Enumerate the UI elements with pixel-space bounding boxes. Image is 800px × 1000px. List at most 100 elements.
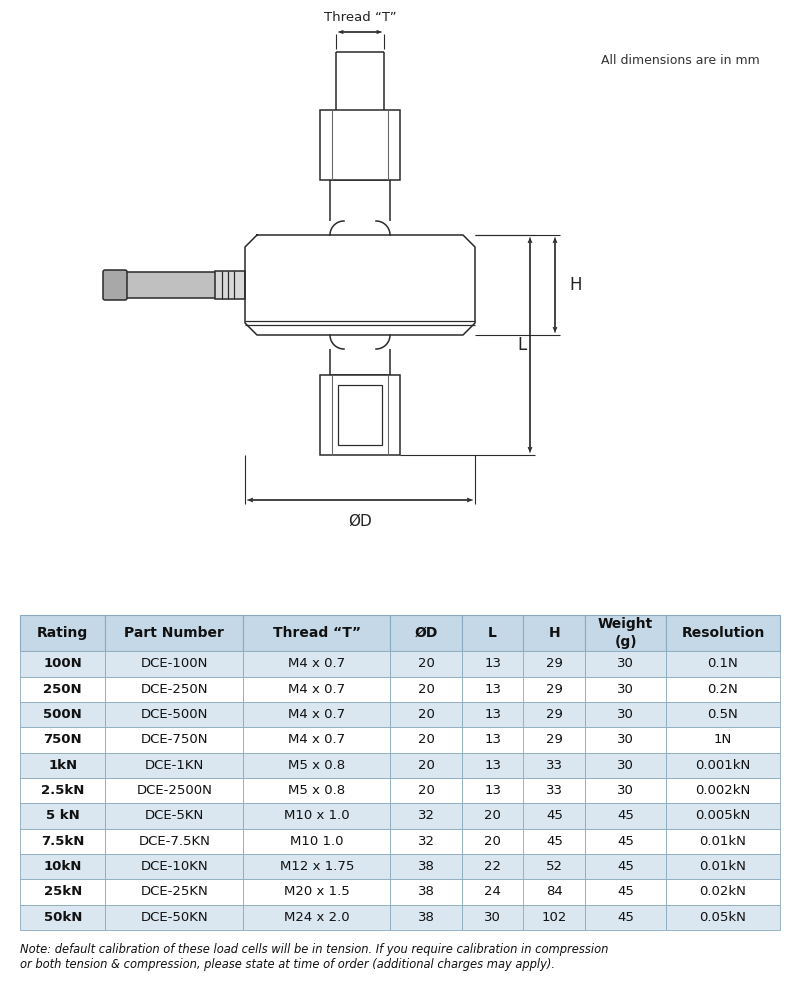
Bar	[586, 854, 666, 879]
Bar	[243, 677, 390, 702]
Text: 45: 45	[546, 809, 563, 822]
Text: 20: 20	[484, 809, 501, 822]
Text: Thread “T”: Thread “T”	[273, 626, 361, 640]
Text: 29: 29	[546, 708, 563, 721]
Text: Resolution: Resolution	[682, 626, 765, 640]
Text: M10 x 1.0: M10 x 1.0	[284, 809, 350, 822]
Text: M4 x 0.7: M4 x 0.7	[288, 733, 346, 746]
Text: All dimensions are in mm: All dimensions are in mm	[601, 53, 759, 66]
Text: H: H	[569, 276, 582, 294]
Bar	[586, 677, 666, 702]
Bar	[20, 829, 106, 854]
Bar	[586, 905, 666, 930]
Text: DCE-7.5KN: DCE-7.5KN	[138, 835, 210, 848]
Bar	[666, 753, 780, 778]
FancyBboxPatch shape	[122, 272, 218, 298]
Text: 13: 13	[484, 657, 501, 670]
Bar	[666, 677, 780, 702]
Bar	[586, 702, 666, 727]
Bar	[666, 651, 780, 677]
Bar	[243, 702, 390, 727]
Text: 20: 20	[484, 835, 501, 848]
Text: 1N: 1N	[714, 733, 732, 746]
Bar	[586, 727, 666, 753]
Text: Part Number: Part Number	[125, 626, 224, 640]
Bar	[243, 651, 390, 677]
Bar	[666, 615, 780, 651]
Bar	[20, 905, 106, 930]
Text: 13: 13	[484, 759, 501, 772]
Text: 0.2N: 0.2N	[708, 683, 738, 696]
Bar	[666, 727, 780, 753]
Text: 20: 20	[418, 683, 434, 696]
Bar	[20, 854, 106, 879]
Text: 45: 45	[617, 860, 634, 873]
Bar	[390, 702, 462, 727]
Text: 30: 30	[617, 683, 634, 696]
Bar	[106, 905, 243, 930]
Text: 5 kN: 5 kN	[46, 809, 80, 822]
Bar	[462, 803, 523, 829]
Text: 20: 20	[418, 708, 434, 721]
Bar	[390, 677, 462, 702]
Bar	[106, 615, 243, 651]
Text: 33: 33	[546, 759, 563, 772]
Bar	[523, 615, 586, 651]
Text: 20: 20	[418, 733, 434, 746]
Text: 30: 30	[617, 657, 634, 670]
Bar	[523, 829, 586, 854]
Text: 50kN: 50kN	[43, 911, 82, 924]
Text: 2.5kN: 2.5kN	[41, 784, 85, 797]
Text: 20: 20	[418, 759, 434, 772]
Text: M10 1.0: M10 1.0	[290, 835, 344, 848]
Text: 0.001kN: 0.001kN	[695, 759, 750, 772]
Bar	[462, 651, 523, 677]
Bar	[20, 803, 106, 829]
Bar	[666, 905, 780, 930]
Bar	[586, 778, 666, 803]
Bar	[586, 803, 666, 829]
Text: Note: default calibration of these load cells will be in tension. If you require: Note: default calibration of these load …	[20, 943, 608, 971]
Text: 29: 29	[546, 733, 563, 746]
Bar	[390, 615, 462, 651]
Text: 13: 13	[484, 683, 501, 696]
Text: DCE-100N: DCE-100N	[141, 657, 208, 670]
Text: DCE-2500N: DCE-2500N	[137, 784, 212, 797]
Bar	[243, 854, 390, 879]
Text: H: H	[549, 626, 560, 640]
Text: M24 x 2.0: M24 x 2.0	[284, 911, 350, 924]
Text: 33: 33	[546, 784, 563, 797]
Text: Weight
(g): Weight (g)	[598, 617, 654, 649]
Text: L: L	[518, 336, 527, 354]
Bar	[106, 677, 243, 702]
Bar	[462, 854, 523, 879]
Bar	[586, 615, 666, 651]
Text: 45: 45	[617, 911, 634, 924]
Text: 32: 32	[418, 835, 434, 848]
Text: M5 x 0.8: M5 x 0.8	[288, 759, 346, 772]
Bar	[106, 829, 243, 854]
Text: 0.01kN: 0.01kN	[699, 835, 746, 848]
Bar	[462, 702, 523, 727]
Bar	[462, 778, 523, 803]
Text: DCE-1KN: DCE-1KN	[145, 759, 204, 772]
Text: 30: 30	[484, 911, 501, 924]
Text: 0.002kN: 0.002kN	[695, 784, 750, 797]
Text: 25kN: 25kN	[44, 885, 82, 898]
Text: 10kN: 10kN	[43, 860, 82, 873]
Bar	[586, 879, 666, 905]
Bar	[666, 879, 780, 905]
Text: M20 x 1.5: M20 x 1.5	[284, 885, 350, 898]
Bar	[106, 651, 243, 677]
Text: M4 x 0.7: M4 x 0.7	[288, 657, 346, 670]
Bar	[462, 677, 523, 702]
Bar	[390, 778, 462, 803]
Text: DCE-5KN: DCE-5KN	[145, 809, 204, 822]
Text: Rating: Rating	[37, 626, 88, 640]
Text: 250N: 250N	[43, 683, 82, 696]
Text: 13: 13	[484, 708, 501, 721]
Text: 100N: 100N	[43, 657, 82, 670]
Text: 102: 102	[542, 911, 567, 924]
Bar	[20, 753, 106, 778]
Bar	[20, 727, 106, 753]
